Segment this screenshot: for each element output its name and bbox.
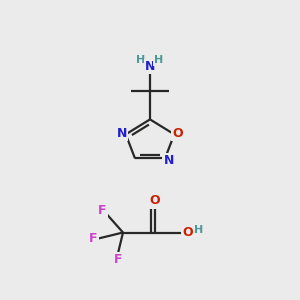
Text: F: F [89,232,98,245]
Text: H: H [136,55,146,65]
Text: N: N [145,60,155,73]
Text: O: O [182,226,193,239]
Text: O: O [172,127,183,140]
Text: F: F [98,203,106,217]
Text: H: H [154,55,164,65]
Text: N: N [117,127,127,140]
Text: H: H [194,225,203,235]
Text: O: O [149,194,160,208]
Text: N: N [164,154,174,167]
Text: F: F [114,253,122,266]
